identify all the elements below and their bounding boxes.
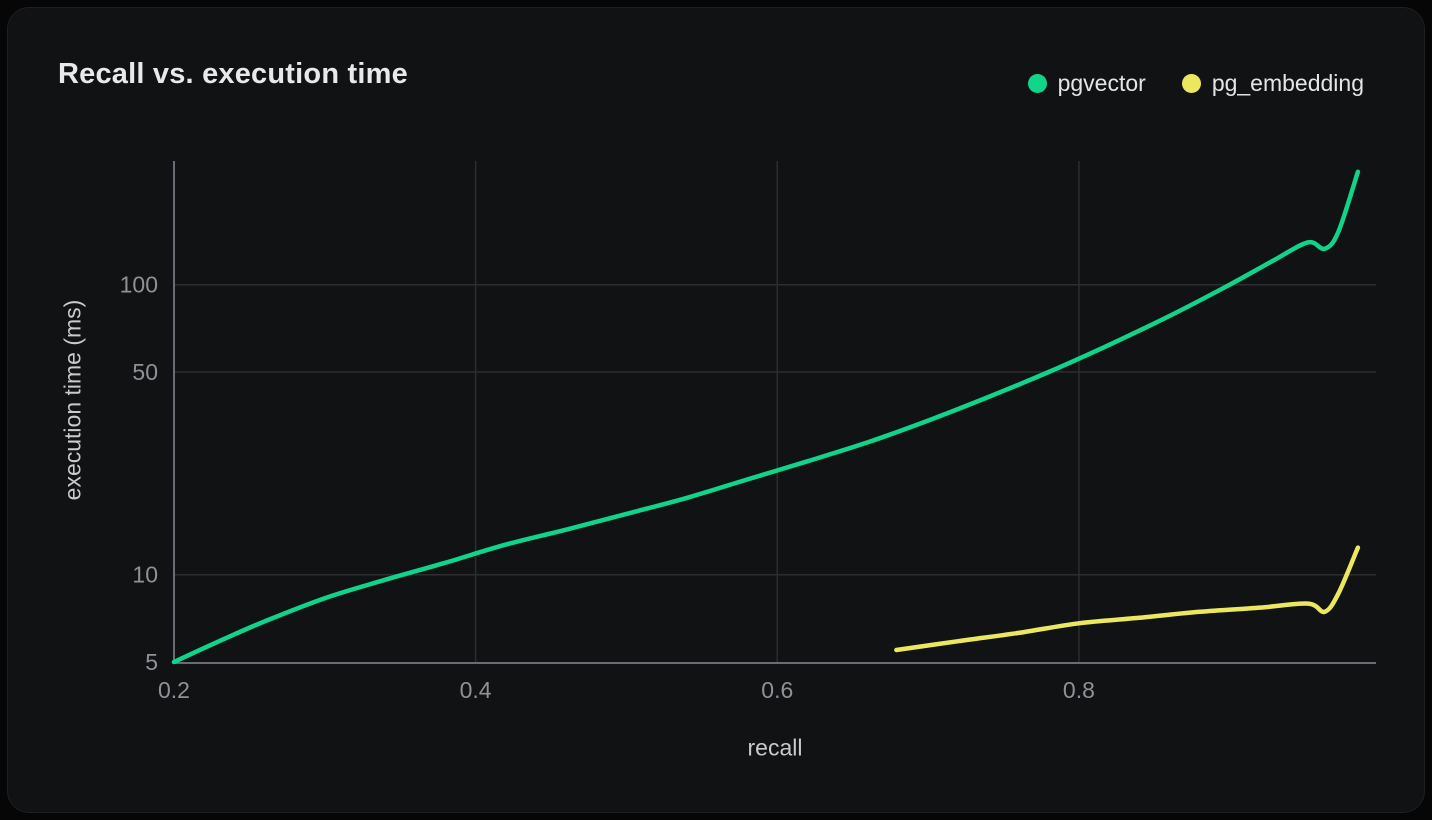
series-line-pgvector bbox=[171, 169, 1361, 665]
legend-item-pg-embedding[interactable]: pg_embedding bbox=[1181, 70, 1364, 97]
x-tick-label: 0.2 bbox=[158, 677, 190, 703]
y-tick-label: 5 bbox=[145, 649, 158, 675]
legend-dot-pg-embedding bbox=[1181, 74, 1201, 93]
chart-title: Recall vs. execution time bbox=[58, 58, 408, 90]
chart-card bbox=[7, 7, 1425, 813]
y-axis-title: execution time (ms) bbox=[59, 299, 86, 501]
legend-item-pgvector[interactable]: pgvector bbox=[1027, 70, 1146, 97]
legend-label-pg-embedding: pg_embedding bbox=[1211, 70, 1364, 96]
x-tick-label: 0.4 bbox=[460, 677, 492, 703]
legend: pgvector pg_embedding bbox=[1027, 70, 1364, 97]
y-tick-label: 50 bbox=[132, 359, 158, 385]
y-tick-label: 100 bbox=[120, 272, 158, 298]
x-tick-label: 0.6 bbox=[761, 677, 793, 703]
legend-dot-pgvector bbox=[1027, 74, 1047, 93]
x-tick-label: 0.8 bbox=[1063, 677, 1095, 703]
x-axis-title: recall bbox=[747, 734, 803, 761]
y-tick-label: 10 bbox=[132, 562, 158, 588]
legend-label-pgvector: pgvector bbox=[1057, 70, 1146, 96]
series-line-pg_embedding bbox=[894, 545, 1361, 653]
